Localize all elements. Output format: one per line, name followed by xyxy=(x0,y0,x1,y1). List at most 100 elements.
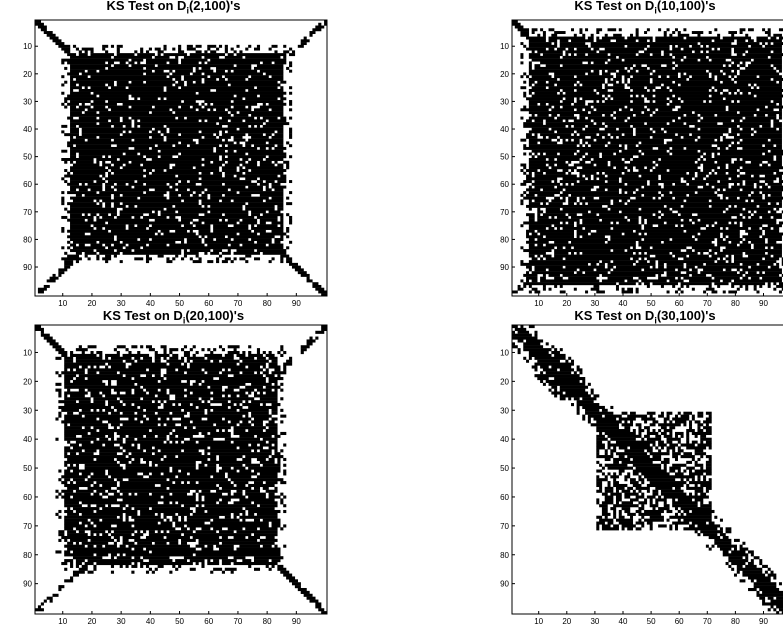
heatmap-cell-run xyxy=(627,166,634,170)
heatmap-cell-run xyxy=(601,509,608,514)
heatmap-cell-run xyxy=(641,515,645,519)
heatmap-cell-run xyxy=(198,141,234,145)
heatmap-cell-run xyxy=(646,28,650,32)
heatmap-cell-run xyxy=(90,538,115,542)
heatmap-cell-run xyxy=(742,570,763,574)
heatmap-cell-run xyxy=(230,47,234,51)
heatmap-cell-run xyxy=(607,446,611,450)
heatmap-cell-run xyxy=(666,414,670,418)
heatmap-cell-run xyxy=(520,199,524,203)
heatmap-cell-run xyxy=(528,116,555,120)
heatmap-cell-run xyxy=(134,146,150,150)
heatmap-cell-run xyxy=(236,353,246,357)
heatmap-cell-run xyxy=(181,423,214,427)
heatmap-cell-run xyxy=(96,180,106,184)
heatmap-cell-run xyxy=(189,188,205,192)
heatmap-cell-run xyxy=(81,472,91,476)
heatmap-cell-run xyxy=(652,507,656,511)
heatmap-cell-run xyxy=(195,351,199,355)
heatmap-cell-run xyxy=(517,284,521,288)
heatmap-cell-run xyxy=(731,144,763,148)
heatmap-cell-run xyxy=(739,182,743,186)
heatmap-cell-run xyxy=(204,50,208,54)
heatmap-cell-run xyxy=(694,177,704,181)
heatmap-cell-run xyxy=(81,408,91,412)
heatmap-cell-run xyxy=(621,489,631,493)
heatmap-cell-run xyxy=(615,498,622,502)
heatmap-cell-run xyxy=(703,268,723,272)
heatmap-cell-run xyxy=(254,518,261,522)
heatmap-cell-run xyxy=(658,276,676,280)
heatmap-cell-run xyxy=(93,472,106,476)
heatmap-cell-run xyxy=(576,108,583,112)
heatmap-cell-run xyxy=(691,431,712,436)
heatmap-cell-run xyxy=(601,279,625,283)
heatmap-cell-run xyxy=(596,440,603,444)
heatmap-cell-run xyxy=(248,429,263,433)
heatmap-cell-run xyxy=(615,39,636,43)
heatmap-cell-run xyxy=(64,362,106,366)
heatmap-cell-run xyxy=(731,127,740,131)
heatmap-cell-run xyxy=(70,204,103,208)
heatmap-cell-run xyxy=(528,158,546,161)
heatmap-cell-run xyxy=(604,122,645,126)
heatmap-cell-run xyxy=(663,83,678,87)
heatmap-cell-run xyxy=(227,249,231,253)
heatmap-cell-run xyxy=(523,122,544,126)
heatmap-cell-run xyxy=(239,469,252,473)
heatmap-cell-run xyxy=(607,483,611,488)
heatmap-cell-run xyxy=(119,564,123,568)
heatmap-cell-run xyxy=(75,144,112,148)
heatmap-cell-run xyxy=(227,385,240,389)
heatmap-cell-run xyxy=(745,238,766,241)
heatmap-cell-run xyxy=(613,260,636,264)
x-tick-label: 70 xyxy=(703,617,712,626)
heatmap-cell-run xyxy=(697,174,707,178)
heatmap-cell-run xyxy=(652,420,659,424)
heatmap-cell-run xyxy=(604,463,628,467)
heatmap-cell-run xyxy=(216,69,225,73)
heatmap-cell-run xyxy=(175,567,179,571)
heatmap-cell-run xyxy=(604,83,608,87)
heatmap-cell-run xyxy=(242,371,255,375)
heatmap-cell-run xyxy=(110,119,120,123)
heatmap-cell-run xyxy=(274,368,281,372)
heatmap-cell-run xyxy=(559,397,566,401)
heatmap-cell-run xyxy=(587,177,591,181)
heatmap-cell-run xyxy=(686,434,690,438)
heatmap-cell-run xyxy=(61,124,68,128)
heatmap-cell-run xyxy=(119,61,126,65)
heatmap-cell-run xyxy=(756,130,782,134)
heatmap-cell-run xyxy=(134,215,141,219)
heatmap-cell-run xyxy=(134,138,164,142)
heatmap-cell-run xyxy=(708,535,721,540)
heatmap-cell-run xyxy=(280,86,284,90)
heatmap-cell-run xyxy=(748,199,752,203)
heatmap-cell-run xyxy=(64,262,74,266)
heatmap-cell-run xyxy=(717,89,723,92)
heatmap-cell-run xyxy=(64,579,74,583)
heatmap-cell-run xyxy=(224,50,228,54)
heatmap-cell-run xyxy=(99,202,103,206)
heatmap-cell-run xyxy=(70,124,77,128)
heatmap-cell-run xyxy=(649,504,659,508)
heatmap-cell-run xyxy=(81,564,88,568)
heatmap-cell-run xyxy=(562,141,580,145)
heatmap-cell-run xyxy=(192,512,231,516)
heatmap-cell-run xyxy=(655,486,673,490)
heatmap-cell-run xyxy=(108,504,112,508)
heatmap-cell-run xyxy=(143,457,161,462)
heatmap-cell-run xyxy=(172,492,188,496)
heatmap-cell-run xyxy=(697,414,704,418)
heatmap-cell-run xyxy=(694,492,698,496)
heatmap-cell-run xyxy=(230,119,243,123)
heatmap-cell-run xyxy=(280,97,287,101)
heatmap-cell-run xyxy=(160,130,167,134)
heatmap-cell-run xyxy=(96,215,100,219)
heatmap-cell-run xyxy=(128,204,135,208)
heatmap-cell-run xyxy=(582,251,634,255)
heatmap-cell-run xyxy=(175,524,185,528)
heatmap-cell-run xyxy=(213,102,258,106)
heatmap-cell-run xyxy=(548,382,586,386)
heatmap-cell-run xyxy=(268,492,275,496)
